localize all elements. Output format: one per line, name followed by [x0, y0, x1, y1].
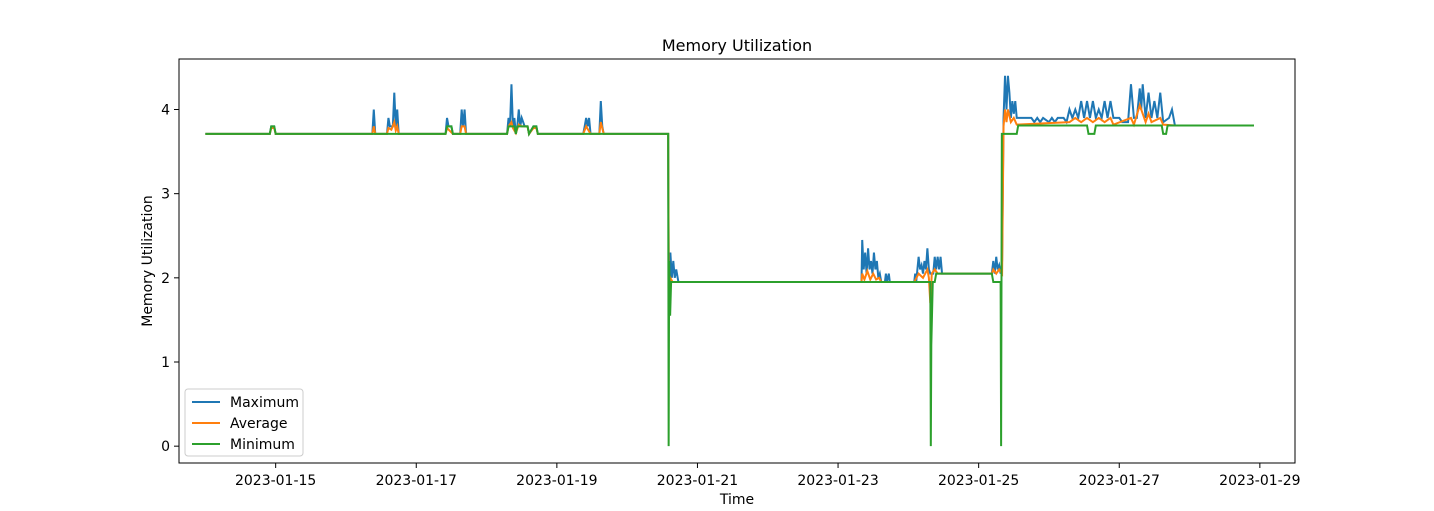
- y-tick-label: 1: [161, 355, 170, 371]
- x-tick-label: 2023-01-15: [235, 473, 316, 489]
- chart-title: Memory Utilization: [662, 36, 812, 55]
- x-tick-label: 2023-01-21: [657, 473, 738, 489]
- series-line-minimum: [205, 124, 1254, 447]
- x-tick-label: 2023-01-25: [938, 473, 1019, 489]
- y-axis-label: Memory Utilization: [140, 195, 156, 327]
- x-tick-label: 2023-01-19: [516, 473, 597, 489]
- y-axis: 0 1 2 3 4: [161, 103, 179, 455]
- y-tick-label: 4: [161, 103, 170, 119]
- x-tick-label: 2023-01-29: [1219, 473, 1300, 489]
- x-tick-label: 2023-01-17: [376, 473, 457, 489]
- legend: Maximum Average Minimum: [184, 388, 304, 457]
- y-tick-label: 0: [161, 439, 170, 455]
- y-tick-label: 3: [161, 187, 170, 203]
- y-tick-label: 2: [161, 271, 170, 287]
- x-axis-label: Time: [719, 492, 754, 508]
- x-tick-label: 2023-01-27: [1079, 473, 1160, 489]
- legend-label-minimum: Minimum: [230, 437, 295, 453]
- axes-frame: [178, 58, 1296, 464]
- x-axis: 2023-01-15 2023-01-17 2023-01-19 2023-01-21…: [235, 463, 1301, 489]
- legend-label-average: Average: [230, 416, 288, 432]
- plot-area: [205, 75, 1254, 447]
- legend-box: [184, 388, 304, 457]
- legend-label-maximum: Maximum: [230, 395, 299, 411]
- x-tick-label: 2023-01-23: [797, 473, 878, 489]
